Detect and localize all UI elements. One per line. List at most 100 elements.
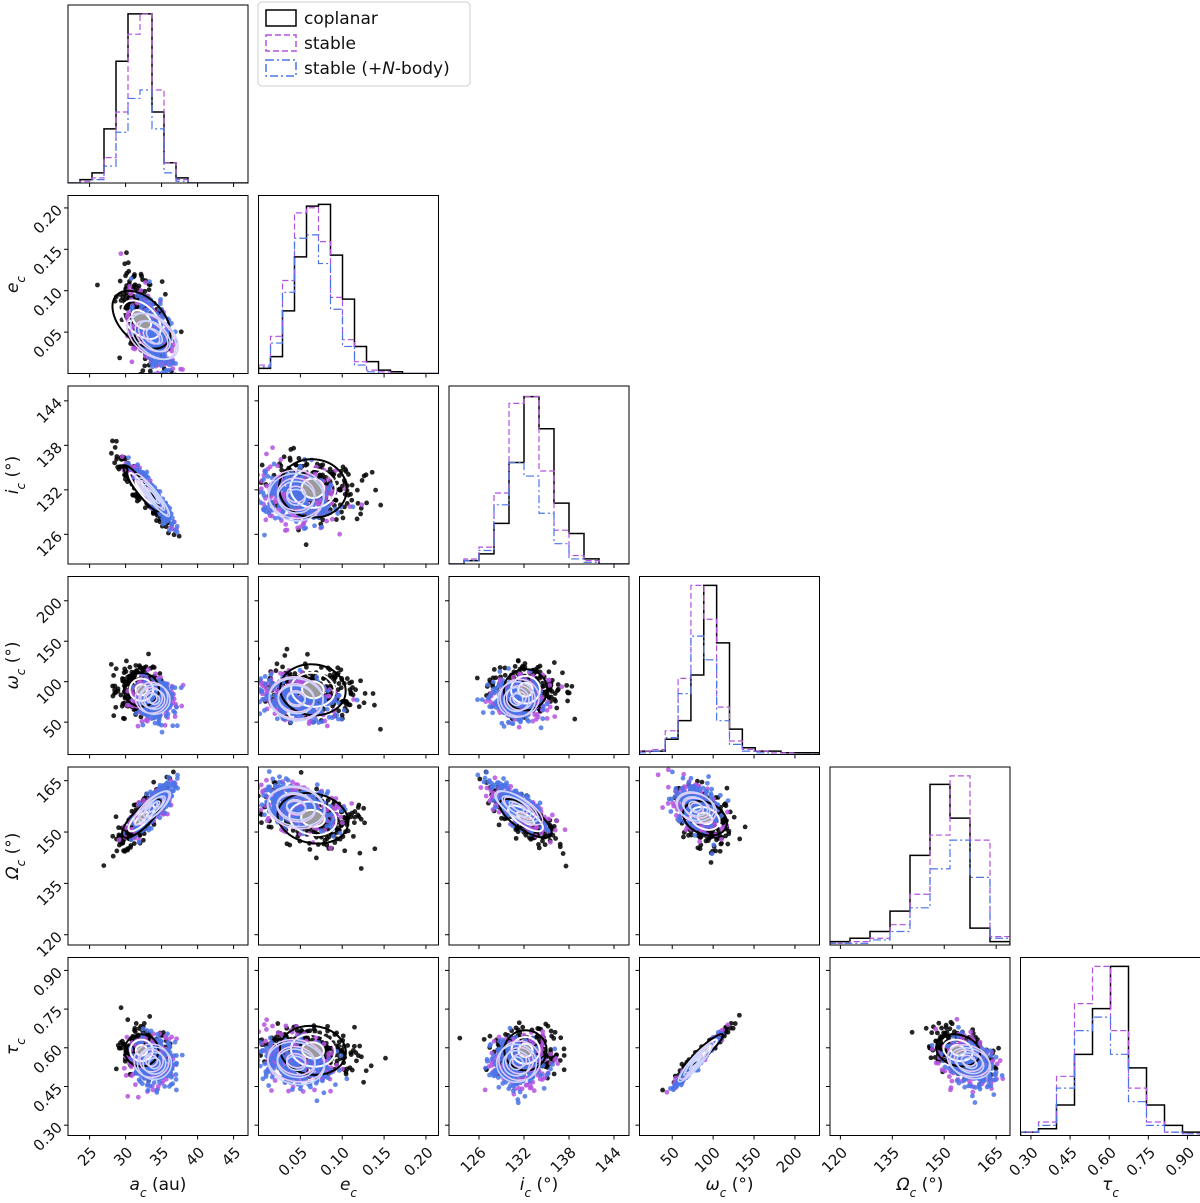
sample-point (169, 691, 175, 697)
sample-point (176, 752, 181, 757)
contour-level (145, 327, 164, 345)
sample-point (112, 687, 117, 693)
sample-point (348, 491, 353, 497)
y-tick-label: 150 (33, 635, 66, 668)
sample-point (339, 716, 344, 722)
sample-point (131, 841, 137, 846)
sample-point (129, 359, 135, 365)
sample-point (167, 374, 172, 379)
sample-point (297, 464, 303, 470)
sample-point (95, 282, 100, 288)
histogram-stable-n-body- (258, 234, 439, 374)
sample-point (260, 696, 265, 702)
y-tick-label: 132 (33, 483, 66, 516)
sample-point (323, 506, 329, 512)
sample-point (320, 462, 326, 468)
sample-point (474, 675, 480, 681)
sample-point (130, 345, 136, 351)
sample-point (281, 454, 287, 460)
sample-point (569, 683, 575, 689)
sample-point (310, 720, 316, 725)
sample-point (121, 291, 127, 297)
sample-point (516, 724, 522, 730)
contour-level (138, 477, 171, 518)
sample-point (114, 456, 120, 462)
sample-point (282, 653, 288, 658)
sample-point (167, 527, 172, 533)
contour-level (143, 688, 166, 711)
sample-point (554, 705, 560, 711)
panel-frame (67, 385, 249, 565)
sample-point (178, 685, 184, 691)
panel-a-a (67, 4, 249, 187)
sample-point (146, 651, 151, 657)
sample-point (301, 526, 307, 532)
sample-point (153, 377, 158, 382)
panel-frame (258, 576, 439, 755)
sample-point (120, 840, 126, 846)
panel-content (252, 445, 384, 548)
sample-point (108, 661, 114, 667)
panel-content (101, 752, 181, 868)
y-tick-label: 0.20 (30, 201, 66, 237)
sample-point (281, 491, 287, 497)
sample-point (328, 482, 334, 488)
sample-point (351, 696, 357, 702)
sample-point (555, 682, 561, 687)
sample-point (130, 284, 136, 290)
panel-content (108, 438, 182, 539)
sample-point (134, 498, 140, 504)
sample-point (134, 293, 140, 299)
sample-point (297, 667, 303, 673)
sample-point (336, 708, 342, 714)
sample-point (485, 695, 491, 701)
sample-point (349, 497, 355, 503)
sample-point (320, 517, 326, 523)
contour-level (286, 691, 306, 708)
sample-point (128, 276, 134, 281)
sample-point (129, 304, 135, 310)
sample-point (545, 677, 551, 683)
contour-level (126, 312, 177, 361)
sample-point (113, 666, 119, 672)
sample-point (168, 320, 174, 326)
sample-point (350, 685, 355, 690)
sample-point (547, 704, 553, 710)
sample-point (124, 250, 129, 256)
sample-point (373, 487, 379, 493)
sample-point (271, 701, 277, 707)
sample-point (319, 524, 325, 530)
panel-content (108, 651, 186, 735)
sample-point (329, 516, 335, 522)
sample-point (572, 716, 578, 722)
sample-point (305, 651, 310, 657)
sample-point (127, 664, 133, 670)
sample-point (335, 665, 341, 671)
sample-point (259, 462, 265, 468)
sample-point (546, 695, 552, 701)
sample-point (362, 691, 368, 696)
sample-point (181, 378, 186, 383)
sample-point (243, 697, 248, 702)
sample-point (358, 678, 363, 684)
sample-point (258, 500, 263, 505)
panel-omega-omega (639, 576, 820, 759)
panel-content (449, 395, 629, 564)
sample-point (298, 679, 304, 685)
sample-point (344, 699, 349, 705)
sample-point (108, 450, 114, 456)
sample-point (510, 721, 516, 727)
sample-point (260, 490, 266, 496)
sample-point (287, 455, 293, 461)
sample-point (174, 723, 180, 729)
sample-point (506, 666, 511, 671)
panel-i-i (448, 385, 630, 568)
sample-point (336, 473, 342, 478)
sample-point (319, 719, 325, 725)
sample-point (117, 278, 123, 284)
sample-point (495, 683, 501, 689)
sample-point (162, 722, 168, 728)
sample-point (131, 802, 137, 808)
sample-point (252, 493, 257, 498)
